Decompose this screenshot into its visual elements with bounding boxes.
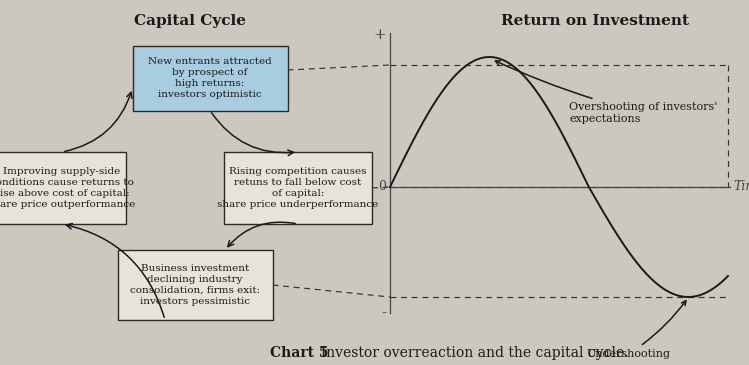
Text: Chart 5: Chart 5 <box>270 346 329 360</box>
Text: +: + <box>373 28 386 42</box>
Text: Time: Time <box>733 181 749 193</box>
FancyBboxPatch shape <box>118 250 273 320</box>
FancyBboxPatch shape <box>133 46 288 111</box>
FancyBboxPatch shape <box>224 152 372 224</box>
Text: Business investment
declining industry
consolidation, firms exit:
investors pess: Business investment declining industry c… <box>130 264 260 306</box>
Text: Improving supply-side
conditions cause returns to
rise above cost of capital:
sh: Improving supply-side conditions cause r… <box>0 167 136 209</box>
Text: Investor overreaction and the capital cycle.: Investor overreaction and the capital cy… <box>312 346 628 360</box>
FancyBboxPatch shape <box>0 152 126 224</box>
Text: Capital Cycle: Capital Cycle <box>134 14 246 28</box>
Text: Return on Investment: Return on Investment <box>501 14 689 28</box>
Text: -: - <box>381 306 386 320</box>
Text: Overshooting of investors'
expectations: Overshooting of investors' expectations <box>495 61 718 124</box>
Text: Rising competition causes
retuns to fall below cost
of capital:
share price unde: Rising competition causes retuns to fall… <box>217 167 379 209</box>
Text: New entrants attracted
by prospect of
high returns:
investors optimistic: New entrants attracted by prospect of hi… <box>148 57 272 99</box>
Text: 0: 0 <box>378 181 386 193</box>
Text: Undershooting: Undershooting <box>586 301 686 359</box>
